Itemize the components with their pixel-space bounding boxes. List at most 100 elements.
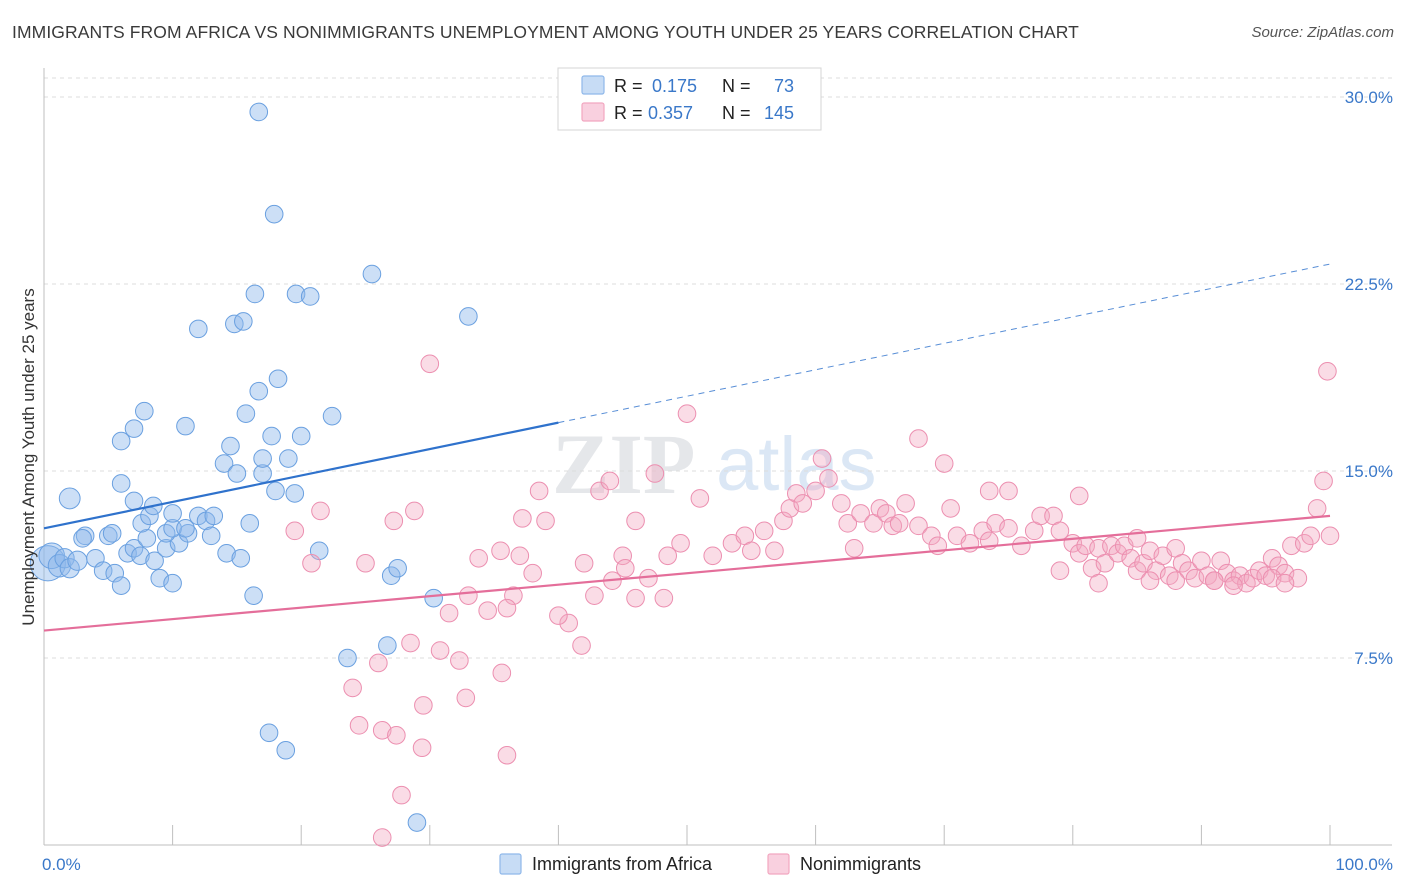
data-point-nonimmigrants: [343, 678, 362, 698]
data-point-immigrants: [253, 449, 272, 468]
trend-line-immigrants: [43, 421, 559, 530]
trend-line-immigrants-extrapolated: [558, 263, 1331, 424]
data-point-immigrants: [279, 449, 298, 468]
data-point-immigrants: [131, 546, 150, 566]
data-point-immigrants: [424, 588, 443, 608]
data-point-nonimmigrants: [613, 546, 633, 566]
data-point-nonimmigrants: [513, 509, 532, 528]
data-point-immigrants: [163, 504, 182, 523]
data-point-nonimmigrants: [392, 785, 411, 805]
data-point-immigrants: [102, 524, 122, 543]
data-point-nonimmigrants: [671, 534, 690, 553]
data-point-immigrants: [244, 586, 263, 605]
legend-n-label: N =: [722, 103, 751, 123]
trend-line-nonimmigrants: [43, 514, 1331, 632]
data-point-nonimmigrants: [585, 586, 604, 605]
data-point-nonimmigrants: [412, 738, 432, 758]
chart-title: IMMIGRANTS FROM AFRICA VS NONIMMIGRANTS …: [12, 22, 1079, 42]
chart-source: Source: ZipAtlas.com: [1251, 24, 1394, 41]
legend-n-value-blue: 73: [774, 76, 794, 96]
data-point-nonimmigrants: [793, 494, 813, 513]
trend-lines: [43, 263, 1331, 632]
data-point-nonimmigrants: [941, 499, 960, 518]
data-point-immigrants: [338, 648, 357, 668]
data-point-nonimmigrants: [851, 504, 870, 523]
data-point-nonimmigrants: [877, 504, 896, 523]
data-point-immigrants: [249, 381, 269, 401]
data-point-nonimmigrants: [549, 606, 568, 625]
legend-r-label: R =: [614, 103, 643, 123]
data-point-immigrants: [111, 474, 131, 493]
data-point-nonimmigrants: [559, 613, 578, 633]
data-point-immigrants: [264, 204, 284, 224]
data-point-nonimmigrants: [1301, 526, 1321, 546]
data-point-nonimmigrants: [626, 511, 645, 531]
data-point-immigrants: [111, 431, 131, 451]
data-point-nonimmigrants: [1320, 526, 1340, 546]
data-point-immigrants: [214, 454, 234, 473]
data-point-nonimmigrants: [1294, 534, 1314, 553]
data-point-immigrants: [201, 526, 221, 546]
data-point-nonimmigrants: [832, 494, 851, 513]
data-point-nonimmigrants: [1031, 506, 1050, 526]
series-nonimmigrants: [285, 354, 1340, 847]
data-point-immigrants: [459, 307, 478, 326]
data-point-nonimmigrants: [909, 516, 928, 536]
watermark-zip: ZIP: [552, 416, 695, 512]
data-point-immigrants: [156, 524, 176, 543]
data-point-nonimmigrants: [1307, 499, 1327, 518]
legend-r-value-pink: 0.357: [648, 103, 693, 123]
data-point-nonimmigrants: [492, 663, 512, 683]
data-point-nonimmigrants: [1089, 573, 1108, 593]
data-point-immigrants: [249, 102, 269, 122]
data-point-nonimmigrants: [387, 725, 406, 745]
legend-n-label: N =: [722, 76, 751, 96]
data-point-immigrants: [178, 524, 198, 543]
data-point-immigrants: [137, 529, 157, 548]
data-point-immigrants: [407, 813, 427, 832]
data-point-nonimmigrants: [703, 546, 723, 566]
bottom-legend: Immigrants from Africa Nonimmigrants: [499, 853, 921, 875]
data-point-nonimmigrants: [626, 588, 645, 608]
series-immigrants-from-africa: [29, 102, 478, 832]
data-point-nonimmigrants: [405, 501, 424, 521]
data-point-nonimmigrants: [934, 454, 954, 473]
data-point-immigrants: [204, 506, 224, 526]
data-point-immigrants: [93, 561, 113, 581]
legend-swatch-pink: [581, 102, 605, 122]
data-point-nonimmigrants: [529, 481, 549, 501]
data-point-immigrants: [176, 416, 195, 436]
data-point-immigrants: [73, 529, 92, 548]
data-point-nonimmigrants: [1159, 566, 1179, 586]
data-point-immigrants: [189, 319, 208, 339]
data-point-nonimmigrants: [1262, 548, 1282, 568]
data-point-nonimmigrants: [806, 481, 825, 501]
data-point-nonimmigrants: [844, 538, 864, 558]
legend-n-value-pink: 145: [764, 103, 794, 123]
bottom-legend-swatch-pink: [767, 853, 790, 875]
y-axis-label: Unemployment Among Youth under 25 years: [19, 288, 38, 625]
data-point-nonimmigrants: [384, 511, 404, 531]
data-point-nonimmigrants: [1198, 566, 1218, 586]
data-point-nonimmigrants: [999, 481, 1018, 501]
watermark-atlas: atlas: [716, 422, 877, 507]
data-point-immigrants: [381, 566, 401, 586]
data-point-immigrants: [285, 484, 305, 503]
data-point-nonimmigrants: [1069, 543, 1089, 563]
data-point-immigrants: [388, 558, 407, 578]
data-point-nonimmigrants: [819, 469, 838, 488]
data-point-nonimmigrants: [302, 553, 321, 573]
data-point-nonimmigrants: [754, 521, 774, 541]
data-point-immigrants: [217, 543, 236, 563]
data-point-immigrants: [234, 312, 253, 331]
data-point-immigrants: [231, 548, 251, 568]
data-point-immigrants: [253, 464, 272, 483]
data-point-nonimmigrants: [654, 588, 674, 608]
data-point-nonimmigrants: [812, 449, 832, 468]
data-point-immigrants: [111, 576, 131, 595]
data-point-immigrants: [227, 464, 247, 483]
data-point-nonimmigrants: [459, 586, 478, 605]
data-point-immigrants: [67, 550, 88, 571]
data-point-nonimmigrants: [420, 354, 440, 374]
